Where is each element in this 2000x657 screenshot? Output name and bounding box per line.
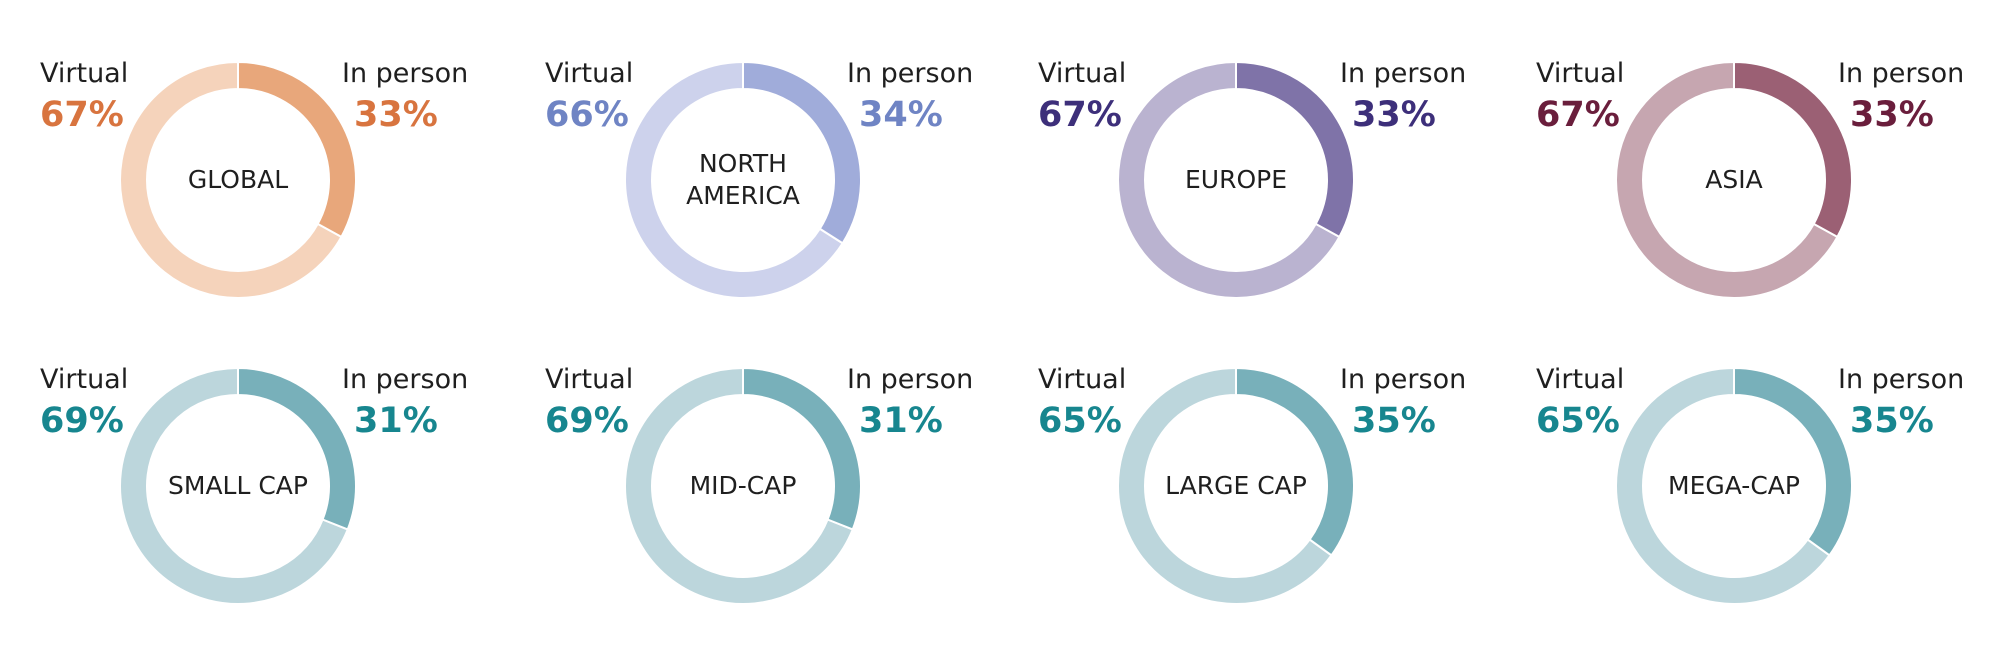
donut-chart-small-cap: Virtual 69% In person 31% SMALL CAP xyxy=(40,306,468,606)
donut-chart-north-america: Virtual 66% In person 34% NORTH AMERICA xyxy=(545,0,973,300)
donut-ring xyxy=(119,60,357,299)
donut-chart-mid-cap: Virtual 69% In person 31% MID-CAP xyxy=(545,306,973,606)
donut-center-label: LARGE CAP xyxy=(1165,470,1307,500)
in-person-percent: 33% xyxy=(1850,95,1934,135)
donut-ring xyxy=(119,366,357,605)
in-person-label: In person xyxy=(342,364,469,395)
in-person-percent: 33% xyxy=(1352,95,1436,135)
in-person-label: In person xyxy=(1340,364,1467,395)
slice-in-person xyxy=(1733,60,1853,239)
donut-center-label: GLOBAL xyxy=(187,164,289,194)
in-person-label: In person xyxy=(342,58,469,89)
virtual-label: Virtual xyxy=(40,364,129,395)
in-person-percent: 34% xyxy=(859,95,943,135)
slice-virtual xyxy=(1117,60,1341,299)
virtual-percent: 65% xyxy=(1536,401,1620,441)
in-person-percent: 31% xyxy=(859,401,943,441)
virtual-percent: 66% xyxy=(545,95,629,135)
donut-chart-europe: Virtual 67% In person 33% EUROPE xyxy=(1038,0,1466,300)
slice-virtual xyxy=(119,60,343,299)
in-person-label: In person xyxy=(1340,58,1467,89)
slice-virtual xyxy=(119,366,350,605)
slice-virtual xyxy=(1117,366,1333,605)
virtual-label: Virtual xyxy=(545,58,634,89)
in-person-percent: 33% xyxy=(354,95,438,135)
donut-center-label: MEGA-CAP xyxy=(1668,470,1800,500)
donut-ring xyxy=(624,60,862,299)
in-person-percent: 35% xyxy=(1352,401,1436,441)
virtual-percent: 69% xyxy=(545,401,629,441)
donut-center-label: EUROPE xyxy=(1184,164,1287,194)
in-person-label: In person xyxy=(1838,58,1965,89)
donut-ring xyxy=(1117,366,1355,605)
donut-chart-global: Virtual 67% In person 33% GLOBAL xyxy=(40,0,468,300)
virtual-label: Virtual xyxy=(545,364,634,395)
slice-virtual xyxy=(624,366,855,605)
donut-center-label: SMALL CAP xyxy=(168,470,308,500)
virtual-label: Virtual xyxy=(1038,364,1127,395)
virtual-percent: 65% xyxy=(1038,401,1122,441)
donut-chart-asia: Virtual 67% In person 33% ASIA xyxy=(1536,0,1964,300)
slice-in-person xyxy=(237,60,357,239)
donut-center-label: NORTH AMERICA xyxy=(686,148,800,211)
virtual-label: Virtual xyxy=(1038,58,1127,89)
slice-virtual xyxy=(1615,60,1839,299)
donut-chart-large-cap: Virtual 65% In person 35% LARGE CAP xyxy=(1038,306,1466,606)
virtual-percent: 67% xyxy=(1038,95,1122,135)
slice-virtual xyxy=(1615,366,1831,605)
donut-chart-mega-cap: Virtual 65% In person 35% MEGA-CAP xyxy=(1536,306,1964,606)
slice-in-person xyxy=(1733,366,1853,557)
donut-ring xyxy=(1117,60,1355,299)
donut-ring xyxy=(624,366,862,605)
donut-ring xyxy=(1615,366,1853,605)
virtual-label: Virtual xyxy=(1536,364,1625,395)
in-person-label: In person xyxy=(1838,364,1965,395)
slice-in-person xyxy=(742,60,862,245)
virtual-label: Virtual xyxy=(1536,58,1625,89)
virtual-percent: 67% xyxy=(40,95,124,135)
slice-in-person xyxy=(742,366,862,531)
in-person-label: In person xyxy=(847,364,974,395)
virtual-percent: 69% xyxy=(40,401,124,441)
in-person-percent: 35% xyxy=(1850,401,1934,441)
slice-virtual xyxy=(624,60,845,299)
virtual-label: Virtual xyxy=(40,58,129,89)
slice-in-person xyxy=(1235,60,1355,239)
slice-in-person xyxy=(1235,366,1355,557)
in-person-percent: 31% xyxy=(354,401,438,441)
virtual-percent: 67% xyxy=(1536,95,1620,135)
donut-ring xyxy=(1615,60,1853,299)
slice-in-person xyxy=(237,366,357,531)
donut-center-label: ASIA xyxy=(1705,164,1763,194)
donut-center-label: MID-CAP xyxy=(689,470,797,500)
in-person-label: In person xyxy=(847,58,974,89)
